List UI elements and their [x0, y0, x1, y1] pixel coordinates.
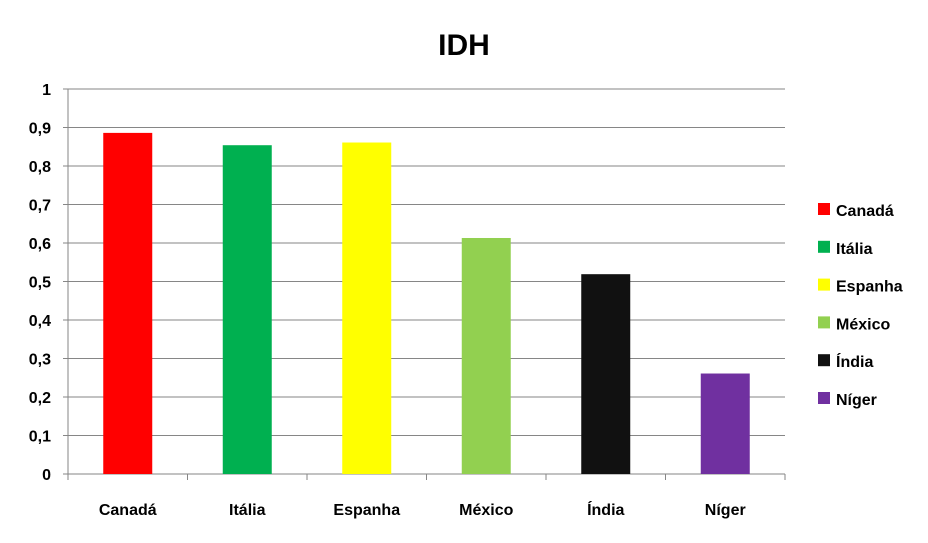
bar-5 — [581, 274, 631, 474]
bar-3 — [342, 142, 392, 474]
y-tick-label: 0,3 — [29, 352, 51, 369]
legend-label: México — [836, 316, 890, 333]
legend-swatch — [818, 354, 830, 367]
legend: Canadá Itália Espanha México Índia Níger — [818, 203, 903, 409]
x-category-label: Níger — [705, 502, 746, 519]
legend-swatch — [818, 240, 830, 253]
legend-swatch — [818, 316, 830, 329]
y-tick-label: 0,6 — [29, 236, 51, 253]
x-category-label: México — [459, 502, 513, 519]
y-tick-label: 1 — [42, 82, 51, 99]
legend-swatch — [818, 203, 830, 215]
y-tick-label: 0,9 — [29, 121, 51, 138]
x-category-label: Itália — [229, 502, 266, 519]
legend-label: Níger — [836, 392, 877, 409]
bar-6 — [700, 373, 750, 474]
chart-title: IDH — [438, 29, 490, 62]
y-tick-label: 0,2 — [29, 390, 51, 407]
y-tick-label: 0,5 — [29, 275, 51, 292]
legend-swatch — [818, 392, 830, 404]
gridlines — [68, 88, 785, 436]
y-tick-label: 0 — [42, 467, 51, 484]
legend-label: Itália — [836, 241, 873, 258]
legend-swatch — [818, 278, 830, 291]
axes — [67, 89, 786, 480]
x-category-label: Índia — [587, 500, 624, 519]
bar-1 — [103, 132, 153, 474]
y-tick-label: 0,8 — [29, 159, 51, 176]
bar-4 — [461, 237, 511, 474]
y-axis-ticks: 0 0,1 0,2 0,3 0,4 0,5 0,6 0,7 0,8 0,9 1 — [29, 82, 68, 484]
bars — [103, 132, 750, 474]
legend-label: Espanha — [836, 279, 903, 296]
bar-2 — [222, 145, 272, 474]
legend-label: Canadá — [836, 203, 894, 220]
x-category-label: Espanha — [333, 502, 400, 519]
y-tick-label: 0,7 — [29, 198, 51, 215]
x-axis-labels: Canadá Itália Espanha México Índia Níger — [99, 500, 746, 519]
y-tick-label: 0,1 — [29, 429, 51, 446]
legend-label: Índia — [836, 352, 873, 371]
x-category-label: Canadá — [99, 502, 157, 519]
y-tick-label: 0,4 — [29, 313, 51, 330]
